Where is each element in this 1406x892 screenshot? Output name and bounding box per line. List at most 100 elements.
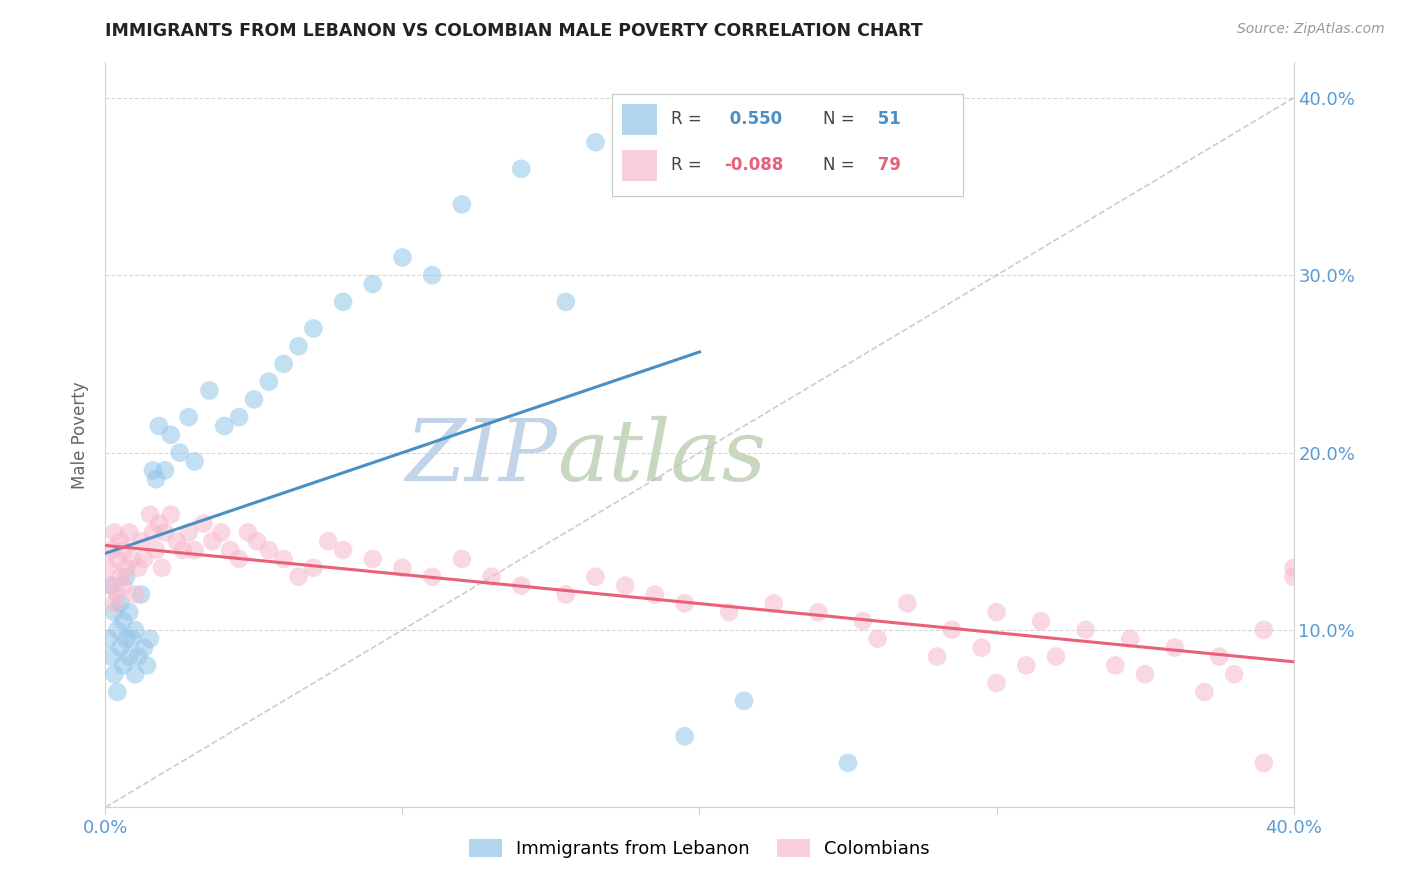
Point (97, 561, 120, 575)
Point (129, 587, 152, 601)
Point (1045, 649, 1067, 664)
Text: 51: 51 (872, 111, 900, 128)
Point (420, 570, 443, 584)
Bar (621, 150, 657, 181)
Point (110, 570, 132, 584)
Point (450, 197, 472, 211)
Point (1015, 658, 1038, 673)
Point (100, 543, 122, 558)
Point (510, 578, 533, 592)
Point (121, 552, 143, 566)
Point (148, 419, 170, 434)
Point (150, 561, 173, 575)
Point (986, 605, 1008, 619)
Point (481, 570, 503, 584)
Point (100, 578, 122, 592)
Point (118, 605, 141, 619)
Point (209, 525, 232, 540)
Point (105, 623, 128, 637)
Point (148, 516, 170, 531)
Point (198, 384, 221, 398)
Point (103, 605, 125, 619)
Point (132, 552, 155, 566)
Point (257, 543, 280, 558)
Point (112, 578, 135, 592)
Point (183, 543, 205, 558)
Point (103, 525, 125, 540)
Text: ZIP: ZIP (405, 416, 557, 499)
Point (1119, 632, 1142, 646)
Point (1282, 570, 1305, 584)
Point (391, 561, 413, 575)
Point (97, 632, 120, 646)
Point (1194, 685, 1216, 699)
Text: atlas: atlas (557, 416, 766, 499)
Point (316, 534, 339, 549)
Point (100, 649, 122, 664)
Point (673, 729, 696, 743)
Point (129, 534, 152, 549)
Point (145, 543, 167, 558)
Point (1282, 561, 1305, 575)
Point (554, 587, 576, 601)
Point (124, 623, 146, 637)
Point (118, 525, 141, 540)
Point (124, 667, 146, 681)
Point (391, 251, 413, 265)
Text: R =: R = (672, 156, 707, 175)
Point (614, 179, 637, 194)
Legend: Immigrants from Lebanon, Colombians: Immigrants from Lebanon, Colombians (463, 831, 936, 865)
Point (183, 454, 205, 468)
Point (115, 570, 138, 584)
Point (201, 534, 224, 549)
Point (236, 525, 259, 540)
Point (105, 587, 128, 601)
Point (302, 321, 325, 335)
Point (243, 392, 266, 407)
Point (332, 543, 354, 558)
Point (866, 632, 889, 646)
Point (112, 658, 135, 673)
Point (970, 640, 993, 655)
Point (219, 543, 242, 558)
Text: -0.088: -0.088 (724, 156, 783, 175)
Point (1029, 614, 1052, 628)
Point (837, 756, 859, 770)
Text: IMMIGRANTS FROM LEBANON VS COLOMBIAN MALE POVERTY CORRELATION CHART: IMMIGRANTS FROM LEBANON VS COLOMBIAN MAL… (105, 22, 924, 40)
Point (112, 543, 135, 558)
Point (214, 419, 236, 434)
Point (1253, 756, 1275, 770)
Point (733, 694, 755, 708)
Point (450, 552, 472, 566)
Point (228, 410, 250, 425)
Point (361, 552, 384, 566)
Point (139, 508, 162, 522)
Point (159, 428, 181, 442)
Point (1133, 667, 1156, 681)
Point (118, 649, 141, 664)
Y-axis label: Male Poverty: Male Poverty (72, 381, 90, 489)
Point (273, 552, 295, 566)
Point (361, 277, 384, 292)
Point (927, 649, 949, 664)
Point (1208, 649, 1230, 664)
Point (287, 570, 309, 584)
Point (121, 632, 143, 646)
Point (585, 570, 607, 584)
Point (193, 516, 215, 531)
Point (246, 534, 269, 549)
Text: Source: ZipAtlas.com: Source: ZipAtlas.com (1237, 22, 1385, 37)
Point (127, 649, 149, 664)
Point (100, 578, 122, 592)
Point (896, 596, 918, 610)
Point (302, 561, 325, 575)
Point (110, 534, 132, 549)
Text: 79: 79 (872, 156, 901, 175)
Point (110, 640, 132, 655)
Point (124, 587, 146, 601)
Text: N =: N = (823, 111, 859, 128)
Point (115, 632, 138, 646)
Point (673, 596, 696, 610)
Point (136, 658, 159, 673)
Bar (621, 104, 657, 135)
